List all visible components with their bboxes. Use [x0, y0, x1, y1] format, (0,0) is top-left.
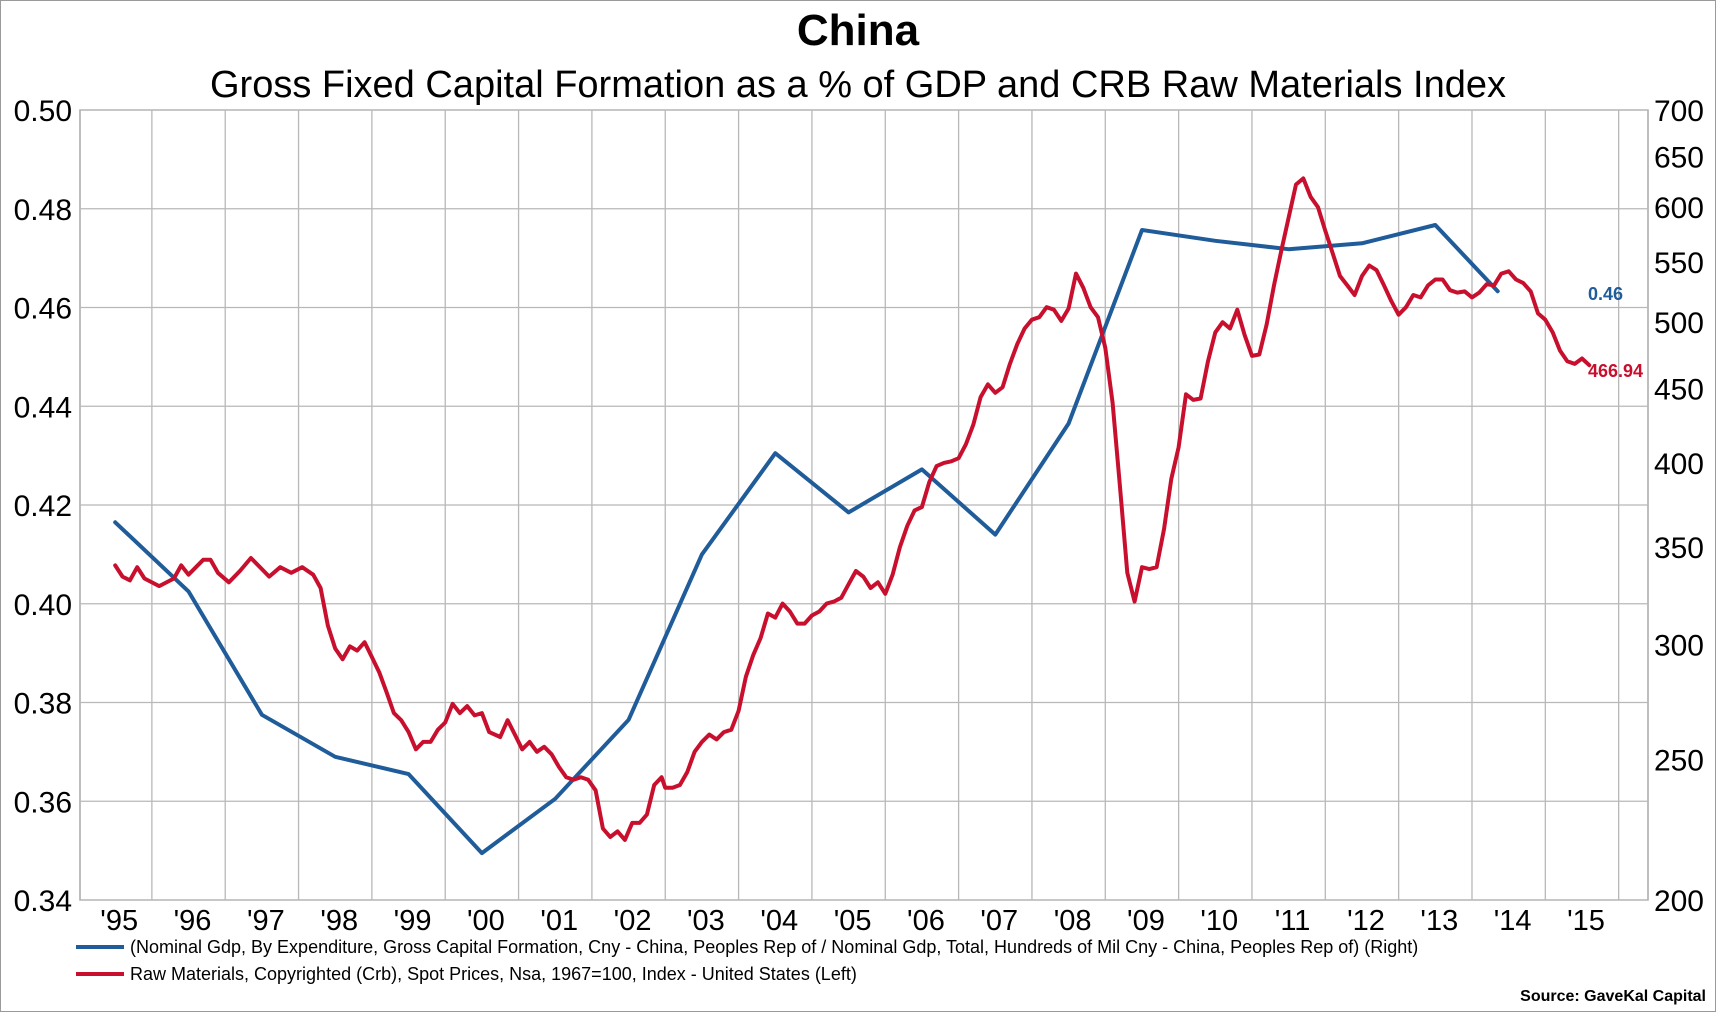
legend-item-red: Raw Materials, Copyrighted (Crb), Spot P…: [76, 962, 857, 986]
x-axis-ticks: '95 '96 '97 '98 '99 '00 '01 '02 '03 '04 '05 '06 '07 '…: [100, 905, 1605, 937]
end-label-red: 466.94: [1588, 361, 1643, 381]
x-tick-label: '06: [907, 905, 945, 937]
right-axis-ticks: 700 650 600 550 500 450 400 350 300 250 200: [1654, 95, 1704, 918]
legend-item-blue: (Nominal Gdp, By Expenditure, Gross Capi…: [76, 935, 1418, 959]
series-line-red: [113, 176, 1592, 842]
x-tick-label: '99: [394, 905, 432, 937]
left-tick-label: 0.50: [14, 95, 72, 128]
series-lines: [113, 176, 1592, 856]
x-tick-label: '11: [1275, 905, 1311, 937]
x-tick-label: '96: [174, 905, 212, 937]
right-tick-label: 600: [1654, 192, 1704, 225]
x-tick-label: '08: [1054, 905, 1092, 937]
left-tick-label: 0.42: [14, 490, 72, 523]
right-tick-label: 250: [1654, 744, 1704, 777]
right-tick-label: 300: [1654, 629, 1704, 662]
left-tick-label: 0.44: [14, 391, 72, 424]
end-labels: 0.46 466.94: [1588, 284, 1643, 381]
right-tick-label: 700: [1654, 95, 1704, 128]
left-tick-label: 0.36: [14, 786, 72, 819]
gridlines: [79, 109, 1649, 901]
legend-swatch-red: [76, 972, 124, 976]
right-tick-label: 400: [1654, 448, 1704, 481]
x-tick-label: '07: [980, 905, 1018, 937]
x-tick-label: '13: [1420, 905, 1458, 937]
x-tick-label: '14: [1494, 905, 1532, 937]
x-tick-label: '03: [687, 905, 725, 937]
end-label-blue: 0.46: [1588, 284, 1623, 304]
x-tick-label: '12: [1347, 905, 1385, 937]
left-tick-label: 0.38: [14, 688, 72, 721]
series-line-blue: [113, 223, 1500, 856]
x-tick-label: '98: [320, 905, 358, 937]
x-tick-label: '97: [247, 905, 285, 937]
x-tick-label: '02: [614, 905, 652, 937]
x-tick-label: '95: [100, 905, 138, 937]
left-tick-label: 0.34: [14, 885, 72, 918]
right-tick-label: 200: [1654, 885, 1704, 918]
chart-subtitle: Gross Fixed Capital Formation as a % of …: [209, 64, 1507, 106]
right-tick-label: 500: [1654, 307, 1704, 340]
left-tick-label: 0.40: [14, 589, 72, 622]
right-tick-label: 650: [1654, 142, 1704, 175]
x-tick-label: '10: [1200, 905, 1238, 937]
left-axis-ticks: 0.50 0.48 0.46 0.44 0.42 0.40 0.38 0.36 0.34: [14, 95, 72, 918]
x-tick-label: '15: [1567, 905, 1605, 937]
left-tick-label: 0.48: [14, 194, 72, 227]
legend-label-red: Raw Materials, Copyrighted (Crb), Spot P…: [130, 963, 857, 984]
x-tick-label: '05: [834, 905, 872, 937]
legend-label-blue: (Nominal Gdp, By Expenditure, Gross Capi…: [130, 936, 1419, 957]
right-tick-label: 350: [1654, 532, 1704, 565]
x-tick-label: '09: [1127, 905, 1165, 937]
right-tick-label: 550: [1654, 247, 1704, 280]
source-note: Source: GaveKal Capital: [1520, 988, 1706, 1005]
left-tick-label: 0.46: [14, 293, 72, 326]
x-tick-label: '01: [540, 905, 578, 937]
right-tick-label: 450: [1654, 374, 1704, 407]
chart-title: China: [796, 6, 920, 55]
x-tick-label: '00: [467, 905, 505, 937]
x-tick-label: '04: [760, 905, 798, 937]
legend-swatch-blue: [76, 945, 124, 949]
